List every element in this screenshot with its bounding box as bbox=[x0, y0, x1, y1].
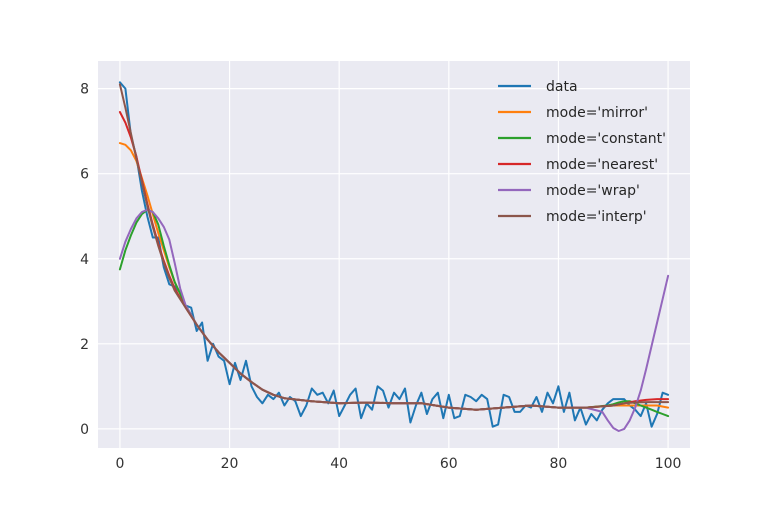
x-axis-ticks: 0 20 40 60 80 100 bbox=[115, 456, 681, 472]
legend: data mode='mirror' mode='constant' mode='ne… bbox=[498, 79, 666, 225]
series-line-0 bbox=[118, 81, 670, 428]
legend-label: mode='wrap' bbox=[546, 183, 640, 199]
series-line-5 bbox=[118, 83, 670, 411]
legend-label: mode='interp' bbox=[546, 209, 647, 225]
legend-label: mode='mirror' bbox=[546, 105, 648, 121]
x-tick-label: 100 bbox=[655, 456, 682, 472]
y-tick-label: 8 bbox=[80, 82, 89, 98]
grid-lines bbox=[98, 61, 690, 448]
legend-label: data bbox=[546, 79, 578, 95]
legend-label: mode='nearest' bbox=[546, 157, 658, 173]
x-tick-label: 60 bbox=[440, 456, 458, 472]
x-tick-label: 20 bbox=[221, 456, 239, 472]
x-tick-label: 40 bbox=[330, 456, 348, 472]
legend-label: mode='constant' bbox=[546, 131, 666, 147]
plot-area bbox=[98, 61, 690, 448]
x-tick-label: 0 bbox=[115, 456, 124, 472]
y-tick-label: 4 bbox=[80, 252, 89, 268]
y-tick-label: 6 bbox=[80, 167, 89, 183]
series-layer bbox=[118, 81, 670, 432]
y-axis-ticks: 0 2 4 6 8 bbox=[80, 82, 89, 438]
y-tick-label: 2 bbox=[80, 337, 89, 353]
y-tick-label: 0 bbox=[80, 422, 89, 438]
x-tick-label: 80 bbox=[550, 456, 568, 472]
